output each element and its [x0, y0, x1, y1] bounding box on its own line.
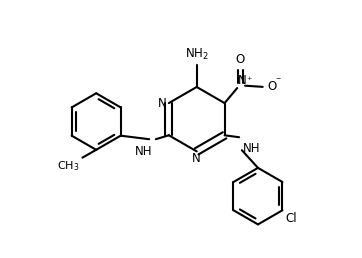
Text: N: N	[238, 74, 247, 87]
Text: N: N	[192, 152, 201, 165]
Text: NH$_2$: NH$_2$	[185, 47, 209, 62]
Text: $^-$: $^-$	[274, 75, 282, 84]
Text: Cl: Cl	[286, 212, 297, 225]
Text: O: O	[236, 53, 245, 66]
Text: $^+$: $^+$	[245, 75, 253, 84]
Text: NH: NH	[243, 142, 261, 155]
Text: N: N	[158, 96, 167, 110]
Text: O: O	[267, 80, 276, 93]
Text: CH$_3$: CH$_3$	[57, 160, 80, 173]
Text: NH: NH	[134, 145, 152, 158]
